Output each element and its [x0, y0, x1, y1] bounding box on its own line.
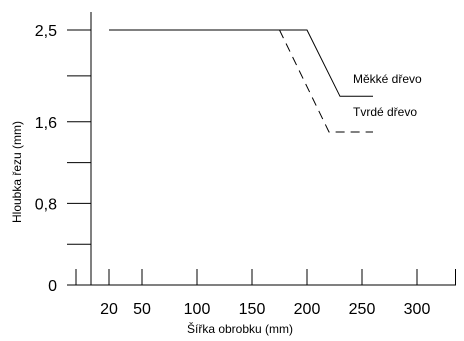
x-tick-label: 150 — [239, 301, 266, 318]
hard-wood-line — [279, 29, 373, 133]
y-tick-label: 1,6 — [35, 115, 57, 132]
x-tick-label: 300 — [404, 301, 431, 318]
y-tick-label: 2,5 — [35, 23, 57, 40]
x-tick-label: 250 — [349, 301, 376, 318]
x-tick-label: 100 — [184, 301, 211, 318]
series-label-hard-wood: Tvrdé dřevo — [353, 105, 417, 119]
y-axis-title: Hloubka řezu (mm) — [10, 121, 24, 223]
x-tick-label: 20 — [100, 301, 118, 318]
x-axis-title: Šířka obrobku (mm) — [187, 321, 293, 336]
axes — [90, 12, 456, 286]
x-tick-label: 200 — [294, 301, 321, 318]
x-ticks: 20 50 100 150 200 250 300 — [75, 269, 456, 318]
y-ticks: 0 0,8 1,6 2,5 — [35, 23, 91, 295]
soft-wood-line — [109, 29, 373, 97]
x-tick-label: 50 — [133, 301, 151, 318]
series-lines — [109, 29, 373, 133]
y-tick-label: 0 — [48, 278, 57, 295]
y-tick-label: 0,8 — [35, 196, 57, 213]
series-label-soft-wood: Měkké dřevo — [353, 72, 422, 86]
